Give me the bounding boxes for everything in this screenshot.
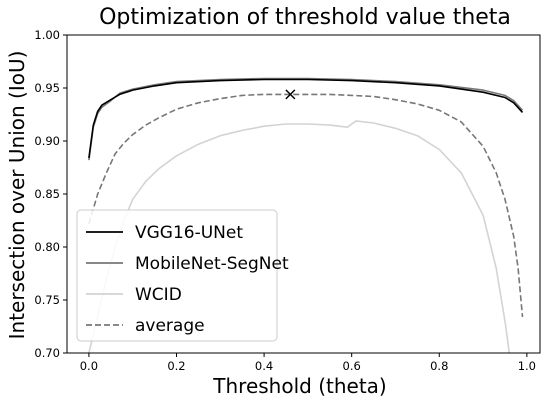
y-tick-label: 0.80 [34, 240, 60, 254]
legend-label: VGG16-UNet [135, 223, 243, 243]
x-tick-label: 0.2 [167, 359, 185, 373]
y-tick-label: 0.85 [34, 187, 60, 201]
y-tick-label: 1.00 [34, 28, 60, 42]
x-tick-label: 0.4 [255, 359, 273, 373]
x-tick-label: 0.6 [343, 359, 361, 373]
legend-label: WCID [135, 285, 182, 305]
y-tick-label: 0.75 [34, 293, 60, 307]
y-axis-label: Intersection over Union (IoU) [5, 51, 29, 340]
series-line-vgg16-unet [88, 78, 524, 159]
x-tick-label: 0.0 [80, 359, 98, 373]
legend-box [76, 209, 278, 342]
legend-label: average [135, 316, 205, 336]
y-tick-label: 0.95 [34, 81, 60, 95]
y-tick-label: 0.90 [34, 134, 60, 148]
x-tick-label: 1.0 [518, 359, 536, 373]
marker-layer [285, 89, 296, 100]
x-axis-label: Threshold (theta) [212, 374, 386, 398]
y-axis-ticks: 0.70 0.75 0.80 0.85 0.90 0.95 1.00 [34, 28, 67, 360]
legend: VGG16-UNet MobileNet-SegNet WCID average [76, 209, 289, 342]
y-tick-label: 0.70 [34, 346, 60, 360]
chart-title: Optimization of threshold value theta [99, 5, 511, 30]
x-axis-ticks: 0.0 0.2 0.4 0.6 0.8 1.0 [80, 353, 536, 373]
legend-label: MobileNet-SegNet [135, 254, 289, 274]
series-line-mobilenet-segnet [88, 77, 524, 161]
optimum-marker [285, 89, 296, 100]
x-tick-label: 0.8 [430, 359, 448, 373]
series-line-average [88, 93, 524, 318]
